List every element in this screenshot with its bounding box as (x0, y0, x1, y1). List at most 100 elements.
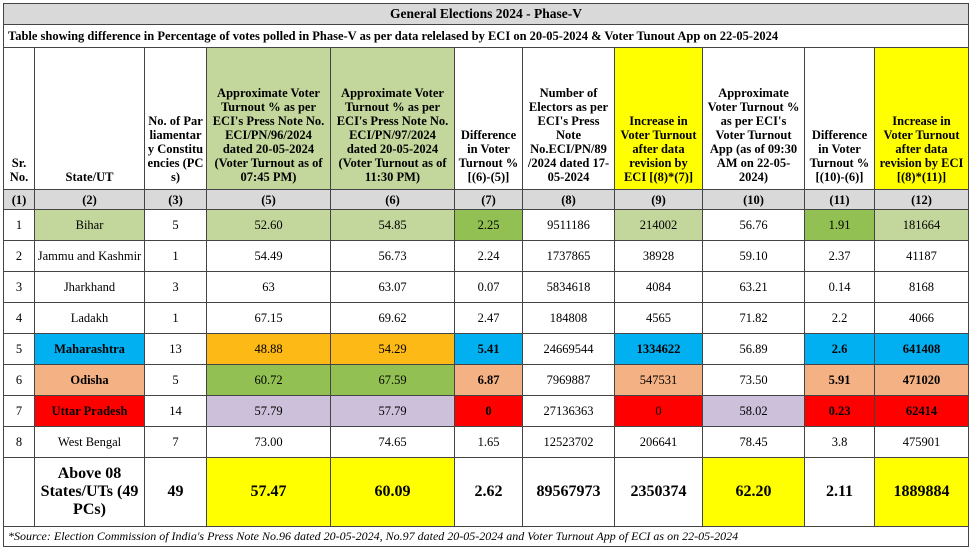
cell-turnout-pn97: 69.62 (330, 302, 455, 334)
cell-state: Bihar (34, 209, 145, 241)
cell-diff-6-5: 6.87 (454, 364, 523, 396)
cell-pcs: 1 (144, 240, 207, 272)
turnout-table-container: General Elections 2024 - Phase-V Table s… (2, 3, 970, 551)
cell-increase-8x11: 4066 (873, 302, 970, 334)
cell-diff-6-5: 2.24 (454, 240, 523, 272)
table-row-uttar-pradesh: 7 Uttar Pradesh 14 57.79 57.79 0 2713636… (3, 395, 970, 427)
cell-turnout-pn97: 54.29 (330, 333, 455, 365)
cell-sr: 3 (3, 271, 35, 303)
table-row-odisha: 6 Odisha 5 60.72 67.59 6.87 7969887 5475… (3, 364, 970, 396)
col-number: (12) (873, 189, 970, 210)
cell-increase-8x11: 1889884 (873, 457, 970, 527)
cell-diff-6-5: 5.41 (454, 333, 523, 365)
cell-increase-8x7: 1334622 (614, 333, 703, 365)
cell-state: Jharkhand (34, 271, 145, 303)
table-row-bihar: 1 Bihar 5 52.60 54.85 2.25 9511186 21400… (3, 209, 970, 241)
table-subtitle: Table showing difference in Percentage o… (2, 24, 970, 48)
cell-state: Uttar Pradesh (34, 395, 145, 427)
cell-pcs: 3 (144, 271, 207, 303)
cell-turnout-pn97: 67.59 (330, 364, 455, 396)
col-number: (6) (330, 189, 455, 210)
table-row-west-bengal: 8 West Bengal 7 73.00 74.65 1.65 1252370… (3, 426, 970, 458)
col-number: (5) (206, 189, 331, 210)
header-turnout-pn97: Approximate Voter Turnout % as per ECI's… (330, 47, 455, 190)
cell-diff-10-6: 0.23 (804, 395, 875, 427)
cell-state: Odisha (34, 364, 145, 396)
cell-turnout-pn97: 56.73 (330, 240, 455, 272)
cell-turnout-pn96: 52.60 (206, 209, 331, 241)
cell-diff-6-5: 2.25 (454, 209, 523, 241)
header-sr-no: Sr. No. (3, 47, 35, 190)
header-turnout-pn96: Approximate Voter Turnout % as per ECI's… (206, 47, 331, 190)
cell-diff-10-6: 1.91 (804, 209, 875, 241)
cell-turnout-app: 58.02 (702, 395, 805, 427)
cell-increase-8x11: 475901 (873, 426, 970, 458)
header-turnout-app: Approximate Voter Turnout % as per ECI's… (702, 47, 805, 190)
cell-turnout-app: 59.10 (702, 240, 805, 272)
cell-sr: 1 (3, 209, 35, 241)
cell-turnout-app: 56.76 (702, 209, 805, 241)
cell-increase-8x7: 214002 (614, 209, 703, 241)
cell-diff-6-5: 2.47 (454, 302, 523, 334)
cell-pcs: 49 (144, 457, 207, 527)
cell-state: Maharashtra (34, 333, 145, 365)
col-number: (8) (522, 189, 615, 210)
cell-increase-8x7: 4084 (614, 271, 703, 303)
cell-electors: 184808 (522, 302, 615, 334)
cell-diff-6-5: 0.07 (454, 271, 523, 303)
cell-electors: 24669544 (522, 333, 615, 365)
cell-pcs: 1 (144, 302, 207, 334)
header-diff-6-5: Difference in Voter Turnout % [(6)-(5)] (454, 47, 523, 190)
cell-sr: 5 (3, 333, 35, 365)
cell-diff-10-6: 2.37 (804, 240, 875, 272)
cell-electors: 12523702 (522, 426, 615, 458)
cell-turnout-pn96: 63 (206, 271, 331, 303)
cell-turnout-pn96: 57.47 (206, 457, 331, 527)
cell-pcs: 5 (144, 209, 207, 241)
cell-increase-8x11: 62414 (873, 395, 970, 427)
cell-state: Ladakh (34, 302, 145, 334)
cell-increase-8x7: 2350374 (614, 457, 703, 527)
header-pcs: No. of Parliamentary Constituencies (PCs… (144, 47, 207, 190)
cell-diff-10-6: 2.2 (804, 302, 875, 334)
cell-pcs: 13 (144, 333, 207, 365)
col-number: (2) (34, 189, 145, 210)
cell-turnout-pn97: 57.79 (330, 395, 455, 427)
cell-electors: 27136363 (522, 395, 615, 427)
cell-electors: 89567973 (522, 457, 615, 527)
cell-turnout-pn97: 74.65 (330, 426, 455, 458)
cell-diff-6-5: 1.65 (454, 426, 523, 458)
turnout-table: General Elections 2024 - Phase-V Table s… (2, 3, 970, 547)
header-electors: Number of Electors as per ECI's Press No… (522, 47, 615, 190)
cell-increase-8x11: 641408 (873, 333, 970, 365)
cell-increase-8x11: 41187 (873, 240, 970, 272)
cell-pcs: 5 (144, 364, 207, 396)
cell-diff-10-6: 5.91 (804, 364, 875, 396)
header-state: State/UT (34, 47, 145, 190)
cell-turnout-app: 73.50 (702, 364, 805, 396)
cell-turnout-app: 56.89 (702, 333, 805, 365)
source-note: *Source: Election Commission of India's … (2, 526, 970, 547)
cell-turnout-app: 62.20 (702, 457, 805, 527)
cell-turnout-app: 78.45 (702, 426, 805, 458)
cell-pcs: 14 (144, 395, 207, 427)
cell-turnout-pn97: 54.85 (330, 209, 455, 241)
cell-electors: 9511186 (522, 209, 615, 241)
col-number: (1) (3, 189, 35, 210)
table-row-jammu-kashmir: 2 Jammu and Kashmir 1 54.49 56.73 2.24 1… (3, 240, 970, 272)
cell-sr: 4 (3, 302, 35, 334)
cell-increase-8x7: 0 (614, 395, 703, 427)
cell-diff-6-5: 0 (454, 395, 523, 427)
cell-turnout-pn96: 54.49 (206, 240, 331, 272)
cell-state: Jammu and Kashmir (34, 240, 145, 272)
col-number: (9) (614, 189, 703, 210)
cell-diff-6-5: 2.62 (454, 457, 523, 527)
cell-state: West Bengal (34, 426, 145, 458)
table-row-ladakh: 4 Ladakh 1 67.15 69.62 2.47 184808 4565 … (3, 302, 970, 334)
cell-increase-8x11: 471020 (873, 364, 970, 396)
cell-diff-10-6: 3.8 (804, 426, 875, 458)
cell-diff-10-6: 0.14 (804, 271, 875, 303)
cell-turnout-pn97: 63.07 (330, 271, 455, 303)
cell-turnout-pn96: 48.88 (206, 333, 331, 365)
cell-diff-10-6: 2.6 (804, 333, 875, 365)
